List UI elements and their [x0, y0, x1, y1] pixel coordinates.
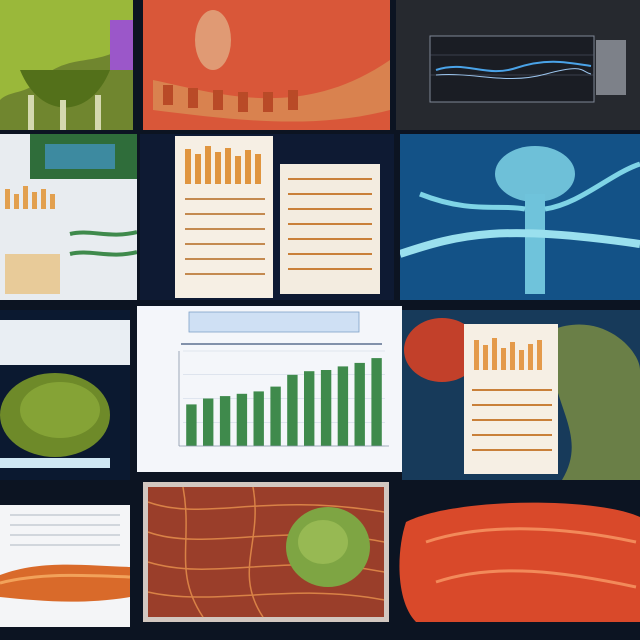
tile-red-spine-render	[143, 0, 390, 130]
chart-bar-5	[253, 391, 264, 446]
vein-texture-image	[143, 482, 389, 622]
chart-bar-1	[186, 404, 197, 446]
tile-red-muscle-render	[396, 492, 640, 632]
report-organ-image	[402, 310, 640, 480]
tile-green-bar-chart-report[interactable]	[137, 306, 402, 472]
green-organ-image	[0, 310, 130, 480]
green-structure-image	[0, 0, 133, 130]
chart-bar-7	[287, 374, 298, 447]
chart-header-box	[188, 311, 360, 333]
chart-bar-12	[371, 358, 382, 446]
chart-bar-9	[320, 370, 332, 446]
chart-bar-3	[219, 396, 231, 446]
chart-bar-8	[304, 371, 315, 446]
tissue-document-image	[0, 505, 130, 627]
tile-report-with-organ-render	[402, 310, 640, 480]
dark-line-chart-image	[396, 0, 640, 130]
chart-bar-2	[203, 398, 214, 446]
chart-bar-10	[337, 366, 349, 446]
bar-chart-svg[interactable]	[137, 306, 402, 472]
tile-dark-line-chart	[396, 0, 640, 130]
chart-bar-4	[236, 393, 248, 447]
tile-document-collage	[0, 134, 137, 300]
chart-bar-6	[270, 386, 281, 446]
chart-bars	[186, 358, 382, 447]
xray-skeleton-image	[400, 134, 640, 300]
muscle-render-image	[396, 492, 640, 632]
tile-green-organic-structure	[0, 0, 133, 130]
tile-orange-tissue-document	[0, 505, 130, 627]
tile-red-vein-texture	[143, 482, 389, 622]
printed-report-image	[140, 134, 394, 300]
tile-blue-xray-skeleton	[400, 134, 640, 300]
tile-printed-report-pages	[140, 134, 394, 300]
tile-green-organ-model	[0, 310, 130, 480]
document-collage-image	[0, 134, 137, 300]
red-spine-image	[143, 0, 390, 130]
chart-bar-11	[354, 362, 365, 446]
